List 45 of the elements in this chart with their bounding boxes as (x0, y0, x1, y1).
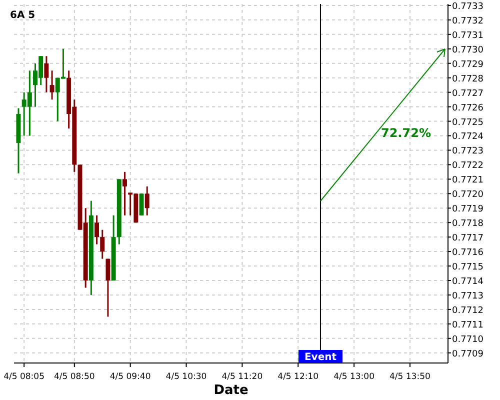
y-tick-label: 0.7720 (452, 190, 484, 200)
y-tick-label: 0.7733 (452, 2, 484, 12)
x-tick-label: 4/5 09:40 (110, 372, 151, 382)
y-tick-label: 0.7715 (452, 262, 484, 273)
y-tick-label: 0.7726 (452, 103, 484, 114)
x-tick-label: 4/5 13:50 (390, 372, 430, 382)
y-tick-label: 0.7724 (452, 132, 484, 142)
y-tick-label: 0.7722 (452, 161, 484, 172)
y-tick-label: 0.7729 (452, 60, 484, 70)
y-tick-label: 0.7725 (452, 118, 484, 128)
text: 6A 5 (10, 10, 36, 21)
y-tick-label: 0.7719 (452, 204, 484, 215)
x-tick-label: 4/5 10:30 (166, 372, 207, 382)
y-tick-label: 0.7721 (452, 176, 484, 186)
x-tick-label: 4/5 12:10 (278, 372, 319, 382)
candlestick (139, 192, 144, 216)
candlestick (122, 171, 127, 216)
y-tick-label: 0.7709 (452, 349, 484, 360)
y-tick-label: 0.7710 (452, 334, 484, 345)
ref-line-label: Event (304, 352, 337, 363)
y-tick-label: 0.7730 (452, 45, 484, 56)
y-tick-label: 0.7714 (452, 276, 484, 287)
candlestick (100, 229, 105, 260)
annotation: 72.72% (381, 126, 431, 140)
y-tick-label: 0.7711 (452, 320, 484, 330)
candlestick (144, 186, 150, 216)
y-tick-label: 0.7712 (452, 306, 484, 316)
candlestick (94, 214, 100, 246)
candlestick (50, 70, 54, 100)
y-tick-label: 0.7717 (452, 234, 484, 244)
x-axis-title: Date (214, 383, 248, 398)
y-tick-label: 0.7723 (452, 146, 484, 157)
x-tick-label: 4/5 08:05 (4, 372, 45, 382)
y-tick-label: 0.7728 (452, 74, 484, 84)
candlestick (106, 258, 110, 318)
y-tick-label: 0.7718 (452, 219, 484, 230)
y-tick-label: 0.7731 (452, 30, 484, 41)
candlestick (44, 55, 49, 94)
y-tick-label: 0.7716 (452, 248, 484, 258)
x-tick-label: 4/5 13:00 (334, 372, 374, 382)
x-tick-label: 4/5 11:20 (222, 372, 263, 382)
y-tick-label: 0.7727 (452, 88, 484, 99)
x-tick-label: 4/5 08:50 (54, 372, 95, 382)
y-tick-label: 0.7713 (452, 291, 484, 302)
y-tick-label: 0.7732 (452, 16, 484, 26)
